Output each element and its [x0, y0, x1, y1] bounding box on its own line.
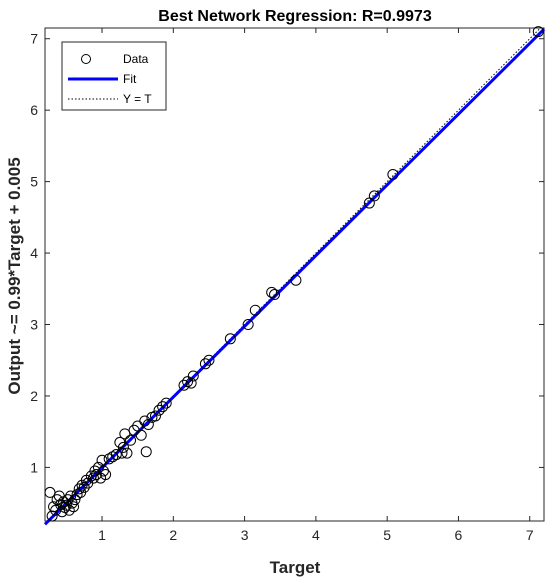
data-point [140, 446, 152, 458]
x-tick-label: 1 [98, 527, 106, 543]
y-tick-label: 2 [30, 388, 38, 404]
data-point [532, 26, 544, 38]
data-point [63, 504, 75, 516]
data-point [90, 469, 102, 481]
data-point [203, 354, 215, 366]
y-tick-label: 1 [30, 459, 38, 475]
legend-fit-label: Fit [123, 72, 137, 86]
data-point [117, 441, 129, 453]
fit-line [43, 28, 546, 526]
data-point [68, 501, 80, 513]
data-point [266, 286, 278, 298]
legend-data-marker [81, 54, 91, 64]
chart-title: Best Network Regression: R=0.9973 [158, 8, 432, 25]
axes: 1 2 3 4 5 6 7 1 2 3 4 5 6 7 [30, 28, 544, 543]
data-point [125, 434, 137, 446]
data-point [100, 469, 112, 481]
x-tick-label: 7 [526, 527, 534, 543]
x-tick-label: 3 [241, 527, 249, 543]
data-point [110, 449, 122, 461]
data-point [119, 428, 131, 440]
data-point [69, 494, 81, 506]
data-point [269, 289, 281, 301]
data-point [224, 333, 236, 345]
data-point [387, 168, 399, 180]
x-tick-label: 6 [455, 527, 463, 543]
y-tick-label: 3 [30, 317, 38, 333]
data-layer [43, 26, 546, 526]
data-point [199, 358, 211, 370]
legend: Data Fit Y = T [61, 41, 167, 111]
x-axis-label: Target [270, 558, 321, 577]
x-tick-label: 4 [312, 527, 320, 543]
data-point [242, 319, 254, 331]
y-tick-label: 5 [30, 174, 38, 190]
data-point [290, 274, 302, 286]
data-point [87, 472, 99, 484]
data-point [139, 415, 151, 427]
x-tick-label: 5 [383, 527, 391, 543]
data-point [142, 419, 154, 431]
y-tick-label: 6 [30, 102, 38, 118]
data-point [368, 190, 380, 202]
legend-identity-label: Y = T [123, 92, 152, 106]
data-point [121, 447, 133, 459]
data-point [249, 304, 261, 316]
data-point [65, 490, 77, 502]
data-point [96, 454, 108, 466]
data-point [160, 397, 172, 409]
data-point [185, 377, 197, 389]
data-point [62, 494, 74, 506]
data-point [135, 429, 147, 441]
data-point [116, 447, 128, 459]
data-point [149, 410, 161, 422]
data-point [157, 401, 169, 413]
data-point [187, 370, 199, 382]
y-tick-label: 7 [30, 31, 38, 47]
data-point [153, 404, 165, 416]
legend-data-label: Data [123, 52, 149, 66]
data-point [44, 486, 56, 498]
x-tick-label: 2 [169, 527, 177, 543]
y-axis-label: Output ~= 0.99*Target + 0.005 [5, 157, 24, 394]
y-tick-label: 4 [30, 245, 38, 261]
data-point [178, 379, 190, 391]
